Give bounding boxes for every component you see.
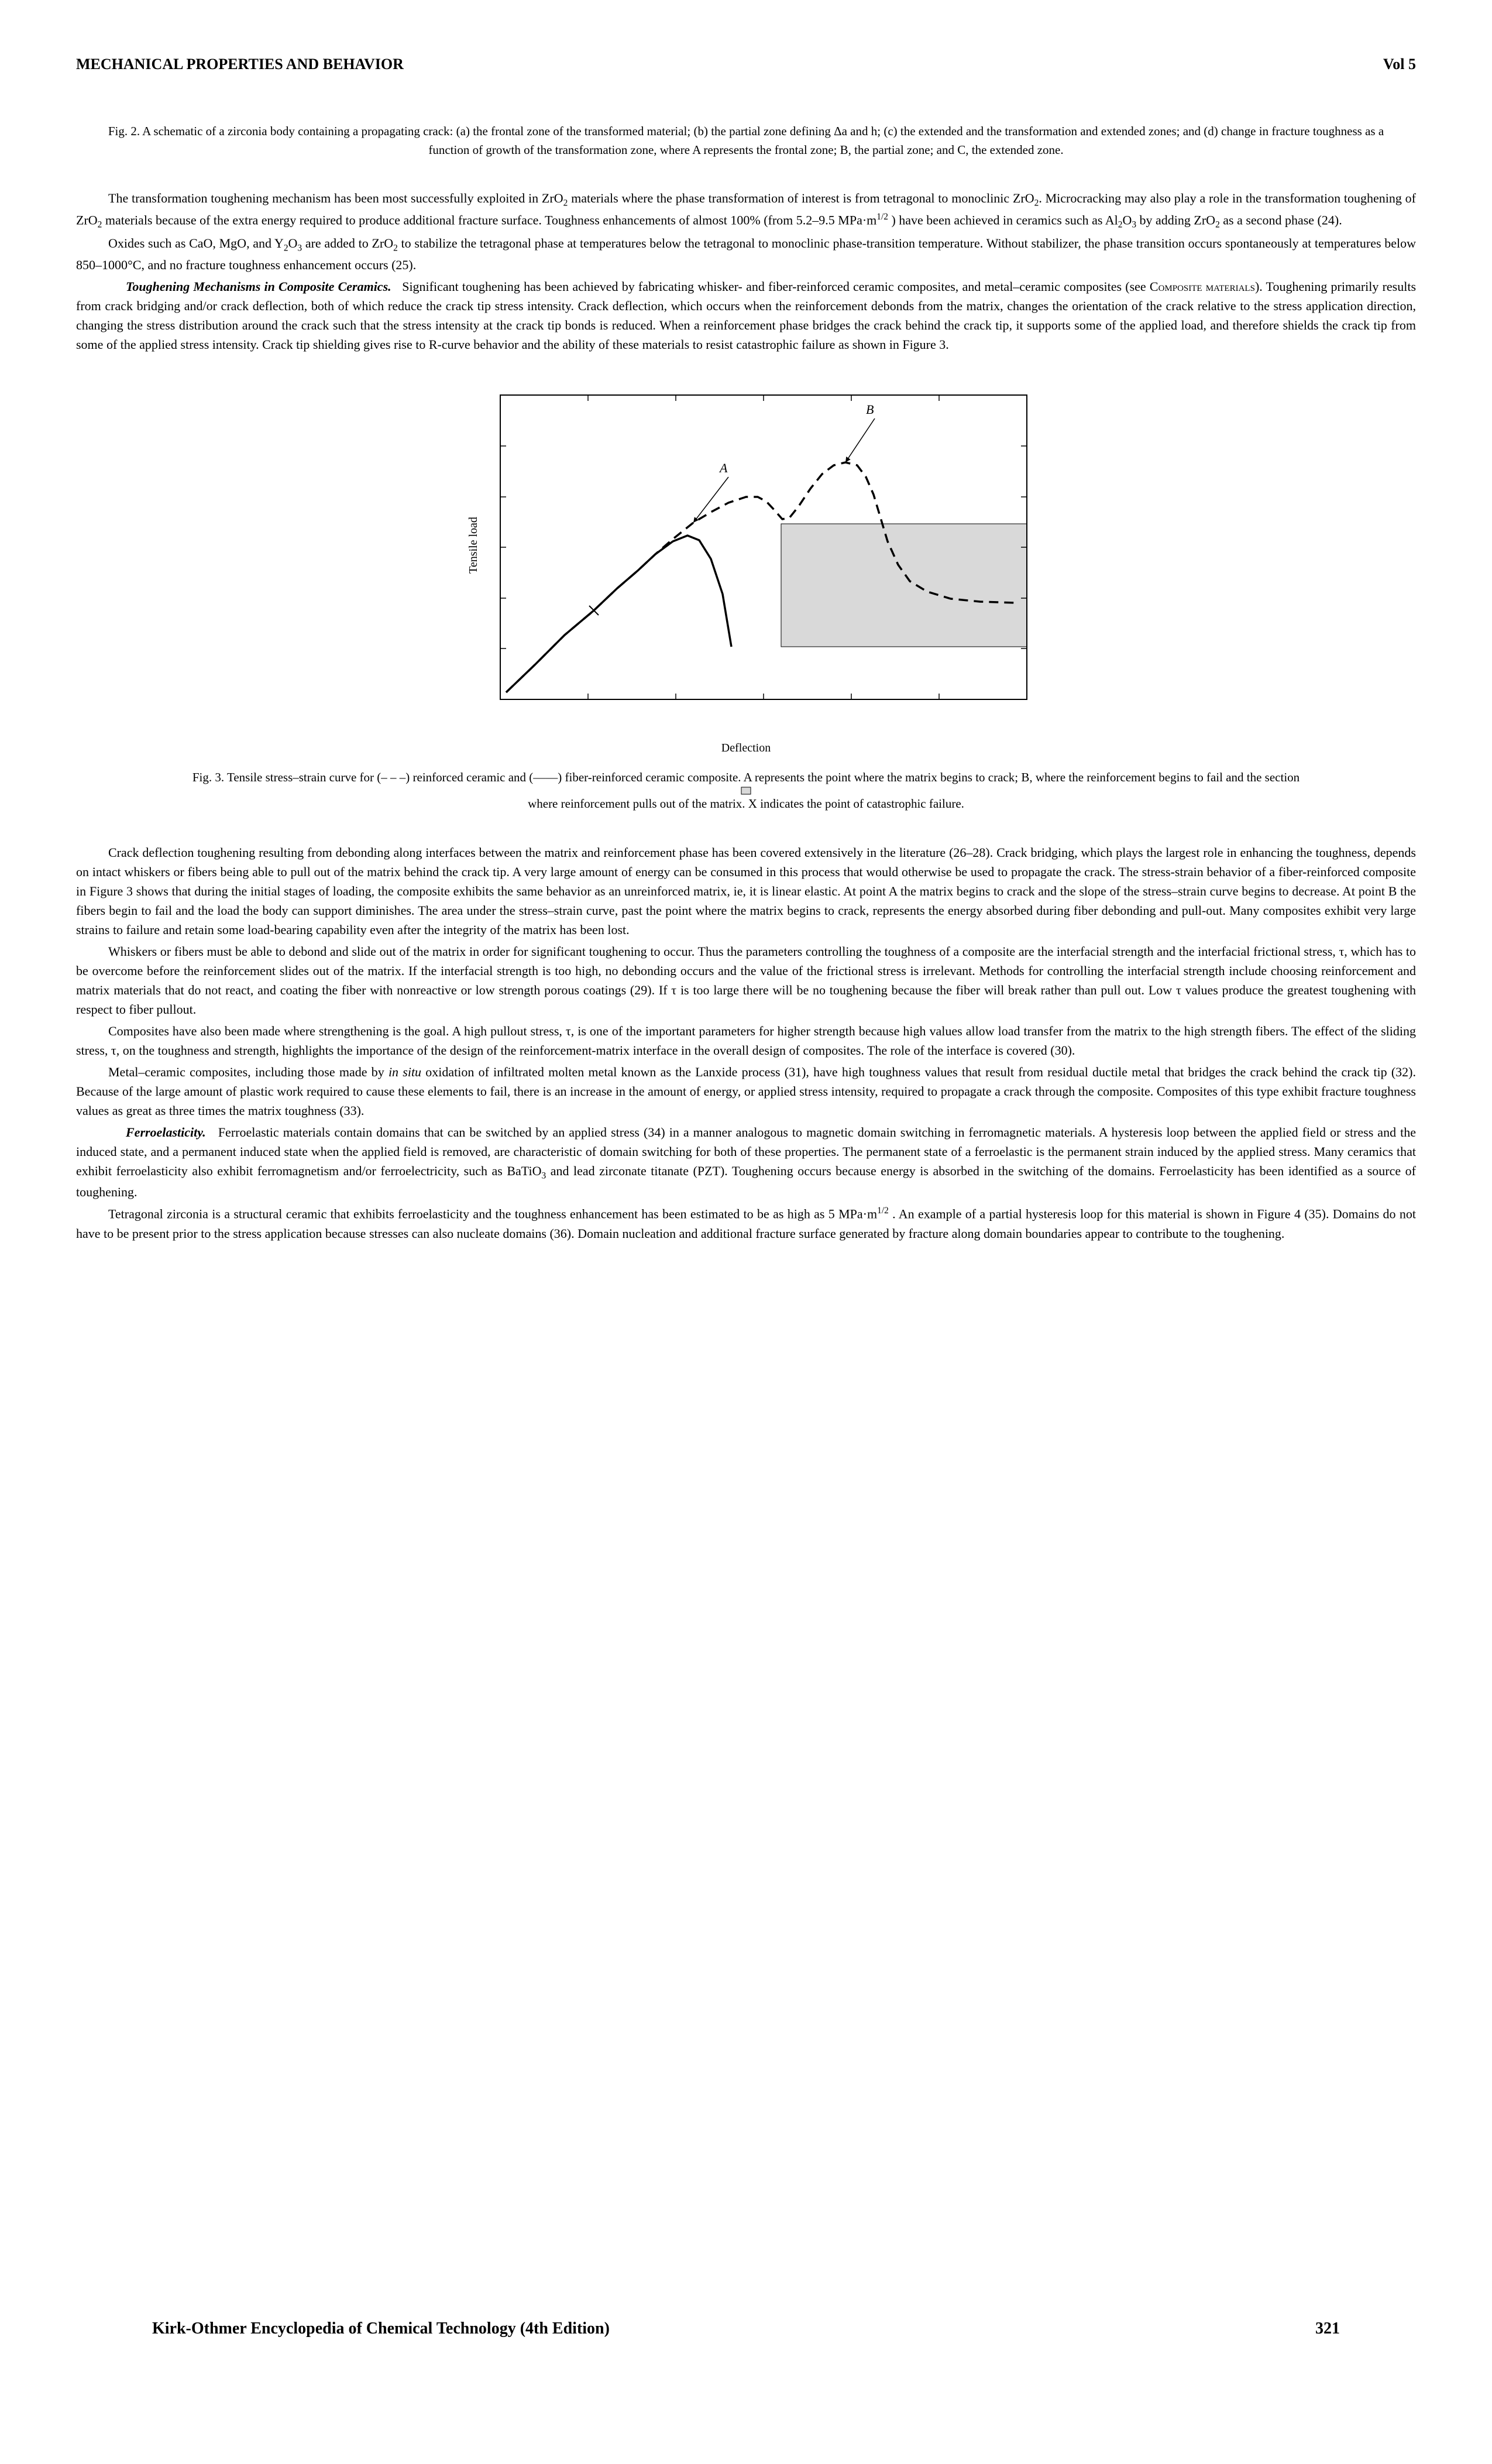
figure-3-caption: Fig. 3. Tensile stress–strain curve for … (102, 768, 1390, 814)
svg-text:B: B (866, 402, 874, 417)
paragraph-composites-strength: Composites have also been made where str… (76, 1021, 1416, 1060)
paragraph-toughening-mechanisms: Toughening Mechanisms in Composite Ceram… (76, 277, 1416, 354)
paragraph-metal-ceramic: Metal–ceramic composites, including thos… (76, 1062, 1416, 1120)
paragraph-ferroelasticity: Ferroelasticity. Ferroelastic materials … (76, 1123, 1416, 1202)
page-footer: Kirk-Othmer Encyclopedia of Chemical Tec… (152, 2317, 1340, 2341)
figure-2-caption: Fig. 2. A schematic of a zirconia body c… (102, 122, 1390, 159)
link-composite-materials: Composite materials (1150, 279, 1255, 294)
svg-text:A: A (719, 461, 728, 475)
chart-xlabel: Deflection (76, 739, 1416, 757)
section-title-ferroelasticity: Ferroelasticity. (126, 1125, 206, 1140)
figure-3-chart: A B Tensile load Deflection (76, 372, 1416, 757)
header-title: MECHANICAL PROPERTIES AND BEHAVIOR (76, 53, 404, 76)
page-header: MECHANICAL PROPERTIES AND BEHAVIOR Vol 5 (76, 53, 1416, 76)
section-title-toughening: Toughening Mechanisms in Composite Ceram… (126, 279, 391, 294)
paragraph-tetragonal-zirconia: Tetragonal zirconia is a structural cera… (76, 1204, 1416, 1243)
paragraph-oxides: Oxides such as CaO, MgO, and Y2O3 are ad… (76, 234, 1416, 274)
hatched-box-icon (741, 787, 751, 795)
header-volume: Vol 5 (1383, 53, 1416, 76)
svg-text:Tensile load: Tensile load (467, 517, 480, 574)
tensile-chart-svg: A B Tensile load (430, 372, 1062, 735)
paragraph-whiskers: Whiskers or fibers must be able to debon… (76, 942, 1416, 1019)
fig2-caption-text: A schematic of a zirconia body containin… (142, 124, 1384, 157)
footer-page: 321 (1315, 2317, 1340, 2341)
footer-source: Kirk-Othmer Encyclopedia of Chemical Tec… (152, 2317, 610, 2341)
paragraph-crack-deflection: Crack deflection toughening resulting fr… (76, 843, 1416, 939)
paragraph-transformation: The transformation toughening mechanism … (76, 188, 1416, 231)
